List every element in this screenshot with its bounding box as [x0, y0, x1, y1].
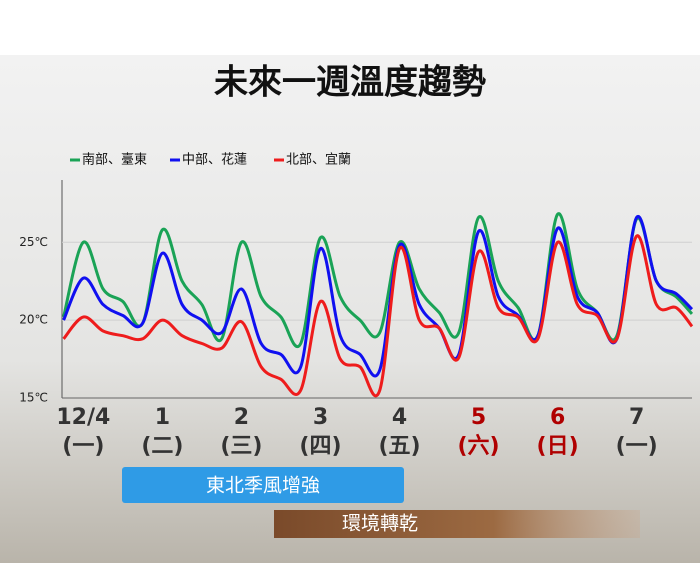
x-tick-label: 3	[313, 405, 328, 430]
x-tick-sublabel: (日)	[537, 434, 579, 459]
series-line	[62, 212, 694, 348]
annotation: 東北季風增強	[206, 475, 320, 497]
y-tick-label: 20℃	[19, 313, 48, 327]
x-tick-sublabel: (三)	[220, 434, 262, 459]
y-tick-label: 25℃	[19, 235, 48, 249]
x-tick-sublabel: (四)	[299, 434, 341, 459]
annotation-box	[274, 510, 640, 538]
series-line	[62, 234, 694, 398]
legend-label: 北部、宜蘭	[286, 152, 351, 168]
x-tick-sublabel: (二)	[141, 434, 183, 459]
legend-label: 南部、臺東	[82, 152, 147, 168]
x-tick-label: 7	[629, 405, 644, 430]
x-tick-label: 5	[471, 405, 486, 430]
x-tick-label: 12/4	[56, 405, 110, 430]
x-tick-label: 2	[234, 405, 249, 430]
annotation: 環境轉乾	[342, 513, 418, 535]
x-tick-sublabel: (六)	[458, 434, 500, 459]
x-tick-sublabel: (五)	[378, 434, 420, 459]
x-tick-sublabel: (一)	[616, 434, 658, 459]
x-tick-sublabel: (一)	[62, 434, 104, 459]
x-tick-label: 4	[392, 405, 407, 430]
chart-title: 未來一週溫度趨勢	[214, 63, 486, 103]
y-tick-label: 15℃	[19, 391, 48, 405]
x-tick-label: 6	[550, 405, 565, 430]
legend-label: 中部、花蓮	[182, 152, 247, 168]
x-tick-label: 1	[155, 405, 170, 430]
top-band	[0, 0, 700, 55]
annotation-box	[122, 467, 404, 503]
